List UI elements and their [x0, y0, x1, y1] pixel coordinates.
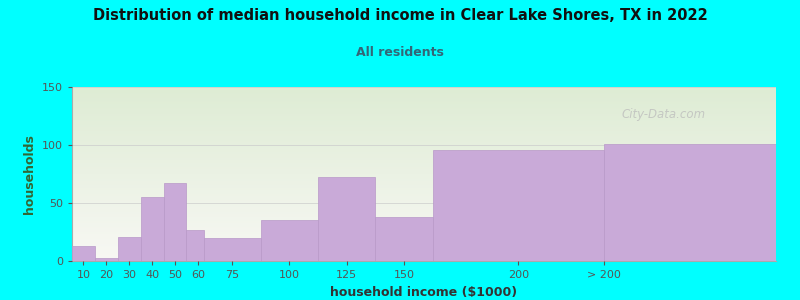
Bar: [604, 144, 776, 261]
Bar: [72, 246, 95, 261]
Bar: [318, 178, 375, 261]
Bar: [141, 197, 163, 261]
Bar: [95, 257, 118, 261]
Text: Distribution of median household income in Clear Lake Shores, TX in 2022: Distribution of median household income …: [93, 8, 707, 22]
Bar: [261, 220, 318, 261]
Text: All residents: All residents: [356, 46, 444, 59]
X-axis label: household income ($1000): household income ($1000): [330, 286, 518, 298]
Text: City-Data.com: City-Data.com: [621, 108, 706, 121]
Y-axis label: households: households: [23, 134, 37, 214]
Bar: [186, 230, 204, 261]
Bar: [163, 183, 186, 261]
Bar: [204, 238, 261, 261]
Bar: [118, 237, 141, 261]
Bar: [375, 217, 433, 261]
Bar: [433, 150, 604, 261]
